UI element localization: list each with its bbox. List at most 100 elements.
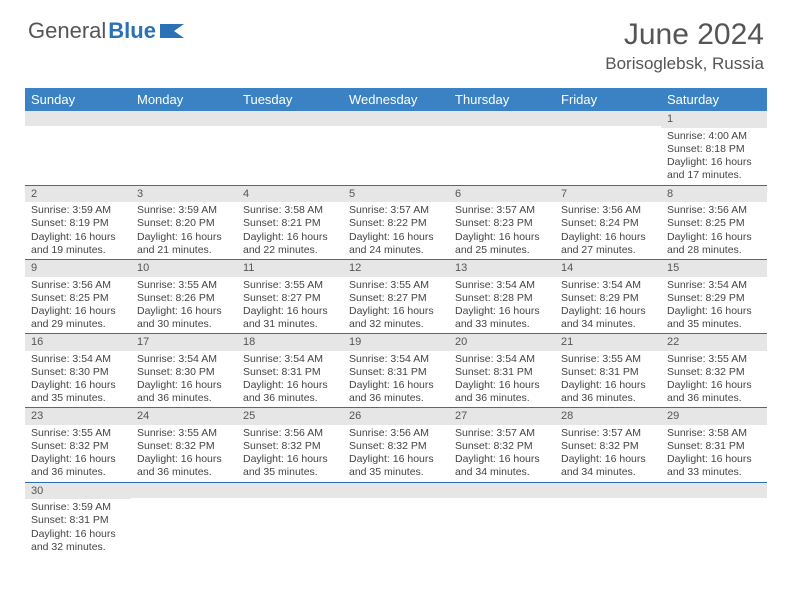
day-number xyxy=(131,483,237,498)
day-line: Sunset: 8:21 PM xyxy=(243,217,337,230)
day-line: and 36 minutes. xyxy=(137,392,231,405)
day-number: 5 xyxy=(343,186,449,203)
day-line: Daylight: 16 hours xyxy=(137,379,231,392)
day-number: 28 xyxy=(555,408,661,425)
day-body: Sunrise: 3:54 AMSunset: 8:31 PMDaylight:… xyxy=(343,351,449,408)
day-number: 29 xyxy=(661,408,767,425)
day-line: Sunset: 8:31 PM xyxy=(667,440,761,453)
calendar-cell: 7Sunrise: 3:56 AMSunset: 8:24 PMDaylight… xyxy=(555,185,661,259)
day-body: Sunrise: 3:55 AMSunset: 8:32 PMDaylight:… xyxy=(131,425,237,482)
day-line: and 36 minutes. xyxy=(349,392,443,405)
day-line: Sunset: 8:27 PM xyxy=(349,292,443,305)
calendar-body: 1Sunrise: 4:00 AMSunset: 8:18 PMDaylight… xyxy=(25,111,767,556)
day-line: and 33 minutes. xyxy=(455,318,549,331)
day-body: Sunrise: 3:56 AMSunset: 8:32 PMDaylight:… xyxy=(343,425,449,482)
day-line: Sunrise: 3:55 AM xyxy=(137,427,231,440)
day-number: 26 xyxy=(343,408,449,425)
day-body xyxy=(25,126,131,130)
day-line: Daylight: 16 hours xyxy=(243,231,337,244)
day-line: Daylight: 16 hours xyxy=(31,453,125,466)
day-number xyxy=(343,111,449,126)
calendar-cell: 16Sunrise: 3:54 AMSunset: 8:30 PMDayligh… xyxy=(25,334,131,408)
calendar-cell: 3Sunrise: 3:59 AMSunset: 8:20 PMDaylight… xyxy=(131,185,237,259)
day-number: 11 xyxy=(237,260,343,277)
day-line: Sunset: 8:27 PM xyxy=(243,292,337,305)
day-number: 7 xyxy=(555,186,661,203)
day-number xyxy=(131,111,237,126)
day-body xyxy=(661,498,767,502)
brand-part2: Blue xyxy=(108,18,156,44)
weekday-header: Friday xyxy=(555,88,661,111)
day-line: Sunrise: 3:55 AM xyxy=(349,279,443,292)
day-number: 17 xyxy=(131,334,237,351)
day-number xyxy=(237,483,343,498)
day-line: Daylight: 16 hours xyxy=(455,379,549,392)
day-number: 3 xyxy=(131,186,237,203)
day-line: Sunset: 8:31 PM xyxy=(349,366,443,379)
day-line: and 35 minutes. xyxy=(243,466,337,479)
day-number: 14 xyxy=(555,260,661,277)
day-number: 8 xyxy=(661,186,767,203)
day-line: Sunrise: 3:55 AM xyxy=(561,353,655,366)
day-line: Sunset: 8:24 PM xyxy=(561,217,655,230)
calendar-cell xyxy=(237,482,343,556)
day-body xyxy=(131,498,237,502)
day-line: Sunset: 8:20 PM xyxy=(137,217,231,230)
calendar-cell: 10Sunrise: 3:55 AMSunset: 8:26 PMDayligh… xyxy=(131,259,237,333)
day-line: Sunset: 8:31 PM xyxy=(455,366,549,379)
day-line: Sunset: 8:29 PM xyxy=(667,292,761,305)
day-line: and 33 minutes. xyxy=(667,466,761,479)
day-line: Daylight: 16 hours xyxy=(31,305,125,318)
calendar-cell: 15Sunrise: 3:54 AMSunset: 8:29 PMDayligh… xyxy=(661,259,767,333)
day-body: Sunrise: 3:59 AMSunset: 8:19 PMDaylight:… xyxy=(25,202,131,259)
day-line: Sunrise: 3:58 AM xyxy=(667,427,761,440)
calendar-cell xyxy=(343,482,449,556)
day-line: Sunset: 8:31 PM xyxy=(31,514,125,527)
day-body: Sunrise: 3:56 AMSunset: 8:25 PMDaylight:… xyxy=(661,202,767,259)
day-line: and 30 minutes. xyxy=(137,318,231,331)
calendar-cell: 21Sunrise: 3:55 AMSunset: 8:31 PMDayligh… xyxy=(555,334,661,408)
day-line: and 28 minutes. xyxy=(667,244,761,257)
day-number: 6 xyxy=(449,186,555,203)
day-line: Sunset: 8:31 PM xyxy=(243,366,337,379)
day-body: Sunrise: 4:00 AMSunset: 8:18 PMDaylight:… xyxy=(661,128,767,185)
day-number xyxy=(449,483,555,498)
calendar-cell: 17Sunrise: 3:54 AMSunset: 8:30 PMDayligh… xyxy=(131,334,237,408)
calendar-cell: 19Sunrise: 3:54 AMSunset: 8:31 PMDayligh… xyxy=(343,334,449,408)
day-body xyxy=(449,498,555,502)
day-body: Sunrise: 3:56 AMSunset: 8:24 PMDaylight:… xyxy=(555,202,661,259)
day-line: and 36 minutes. xyxy=(31,466,125,479)
day-line: Sunrise: 3:56 AM xyxy=(31,279,125,292)
day-line: Sunset: 8:32 PM xyxy=(137,440,231,453)
day-line: Sunset: 8:32 PM xyxy=(31,440,125,453)
day-line: Sunrise: 4:00 AM xyxy=(667,130,761,143)
day-line: Daylight: 16 hours xyxy=(243,379,337,392)
day-line: and 25 minutes. xyxy=(455,244,549,257)
day-line: and 19 minutes. xyxy=(31,244,125,257)
calendar-cell xyxy=(555,111,661,185)
day-line: Sunset: 8:32 PM xyxy=(243,440,337,453)
calendar-cell: 9Sunrise: 3:56 AMSunset: 8:25 PMDaylight… xyxy=(25,259,131,333)
day-line: Sunrise: 3:59 AM xyxy=(31,501,125,514)
day-line: Sunset: 8:25 PM xyxy=(31,292,125,305)
day-line: and 31 minutes. xyxy=(243,318,337,331)
weekday-header: Wednesday xyxy=(343,88,449,111)
day-body: Sunrise: 3:58 AMSunset: 8:21 PMDaylight:… xyxy=(237,202,343,259)
day-line: and 21 minutes. xyxy=(137,244,231,257)
calendar-cell: 14Sunrise: 3:54 AMSunset: 8:29 PMDayligh… xyxy=(555,259,661,333)
day-line: Sunrise: 3:54 AM xyxy=(349,353,443,366)
day-line: Daylight: 16 hours xyxy=(137,231,231,244)
day-line: Sunset: 8:26 PM xyxy=(137,292,231,305)
calendar-cell: 13Sunrise: 3:54 AMSunset: 8:28 PMDayligh… xyxy=(449,259,555,333)
day-body: Sunrise: 3:55 AMSunset: 8:27 PMDaylight:… xyxy=(343,277,449,334)
day-line: Daylight: 16 hours xyxy=(137,305,231,318)
day-line: Daylight: 16 hours xyxy=(455,305,549,318)
calendar-cell: 11Sunrise: 3:55 AMSunset: 8:27 PMDayligh… xyxy=(237,259,343,333)
day-line: Sunrise: 3:54 AM xyxy=(455,279,549,292)
day-number: 20 xyxy=(449,334,555,351)
calendar-cell xyxy=(343,111,449,185)
calendar-cell: 18Sunrise: 3:54 AMSunset: 8:31 PMDayligh… xyxy=(237,334,343,408)
day-line: Sunrise: 3:55 AM xyxy=(243,279,337,292)
day-number: 1 xyxy=(661,111,767,128)
day-number xyxy=(343,483,449,498)
